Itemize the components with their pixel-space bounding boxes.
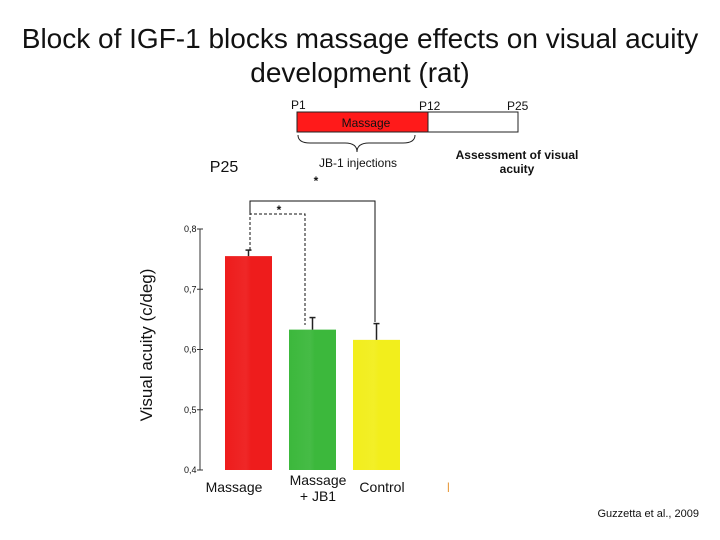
significance-star: * — [277, 203, 282, 217]
category-label: Control — [359, 479, 404, 495]
injections-label: JB-1 injections — [319, 156, 397, 170]
y-tick-label: 0,4 — [184, 465, 197, 475]
significance-brackets — [249, 200, 376, 325]
y-tick-label: 0,8 — [184, 224, 197, 234]
injections-brace — [297, 134, 416, 153]
assessment-label-line-1: Assessment of visual — [456, 148, 579, 162]
bracket-massage-vs-jb1 — [249, 213, 306, 325]
y-axis-label: Visual acuity (c/deg) — [137, 269, 156, 422]
timeline-p1-label: P1 — [291, 98, 306, 112]
y-tick-label: 0,6 — [184, 345, 197, 355]
bar-control — [353, 339, 400, 470]
timeline-massage-label: Massage — [342, 116, 391, 130]
category-label: + JB1 — [300, 488, 336, 504]
timeline-p25-label: P25 — [507, 99, 529, 113]
title-line-1: Block of IGF-1 blocks massage effects on… — [21, 23, 699, 54]
bar-massage — [225, 256, 272, 470]
bracket-massage-vs-control — [249, 200, 376, 322]
bars — [225, 249, 400, 470]
chart-title: Block of IGF-1 blocks massage effects on… — [0, 22, 720, 90]
assessment-label-line-2: acuity — [500, 162, 535, 176]
citation: Guzzetta et al., 2009 — [597, 508, 699, 520]
bar-massage-jb1 — [289, 329, 336, 470]
title-line-2: development (rat) — [250, 57, 470, 88]
category-label: Massage — [206, 479, 263, 495]
category-label: Massage — [290, 472, 347, 488]
timeline: P1 P12 P25 Massage JB-1 injections * Ass… — [210, 98, 579, 188]
p25-large-label: P25 — [210, 159, 239, 176]
timeline-p12-label: P12 — [419, 99, 441, 113]
injections-star: * — [314, 174, 319, 188]
y-tick-label: 0,5 — [184, 405, 197, 415]
y-tick-label: 0,7 — [184, 284, 197, 294]
timeline-post-massage-bar — [427, 111, 519, 133]
stray-mark: | — [447, 482, 450, 493]
y-axis-ticks: 0,4 0,5 0,6 0,7 0,8 — [184, 224, 203, 475]
